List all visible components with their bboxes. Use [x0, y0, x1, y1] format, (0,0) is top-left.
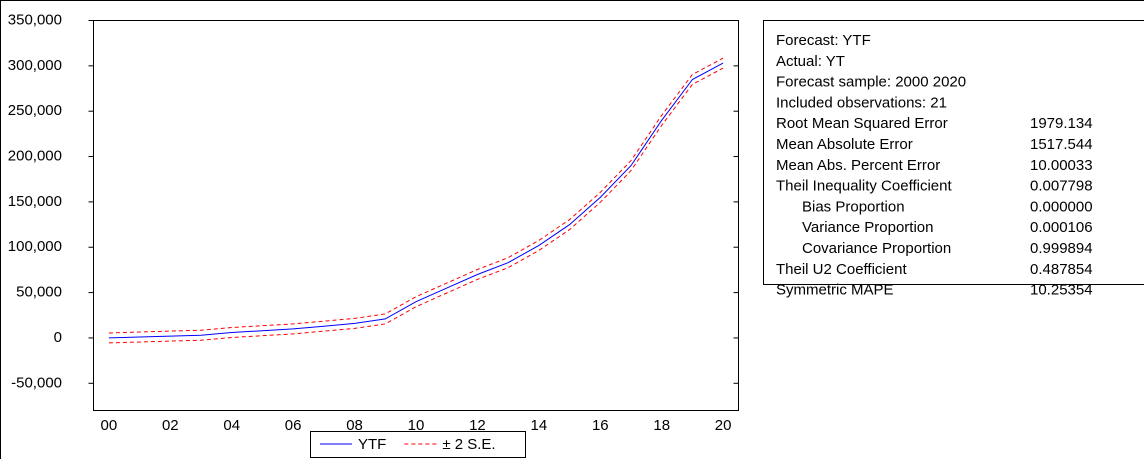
- stats-label: Symmetric MAPE: [776, 282, 894, 299]
- lower-band: [108, 67, 724, 344]
- y-tick-label: 300,000: [8, 57, 62, 74]
- x-tick-label: 18: [653, 417, 670, 434]
- stats-line: Forecast: YTF: [776, 32, 871, 49]
- forecast-line: [108, 62, 724, 339]
- x-tick-label: 08: [346, 417, 363, 434]
- x-tick-label: 16: [592, 417, 609, 434]
- y-tick-label: -50,000: [11, 374, 62, 391]
- x-tick-label: 02: [162, 417, 179, 434]
- stats-label: Mean Absolute Error: [776, 136, 913, 153]
- stats-line: Actual: YT: [776, 53, 845, 70]
- y-tick-label: 250,000: [8, 102, 62, 119]
- stats-label: Bias Proportion: [802, 198, 905, 215]
- x-tick-label: 04: [223, 417, 240, 434]
- stats-value: 0.487854: [1030, 261, 1093, 278]
- y-tick-label: 50,000: [16, 284, 62, 301]
- x-tick-label: 20: [715, 417, 732, 434]
- x-tick-label: 14: [531, 417, 548, 434]
- stats-value: 10.00033: [1030, 157, 1093, 174]
- y-tick-label: 0: [54, 329, 62, 346]
- stats-label: Mean Abs. Percent Error: [776, 157, 940, 174]
- stats-line: Forecast sample: 2000 2020: [776, 74, 966, 91]
- stats-value: 1979.134: [1030, 115, 1093, 132]
- stats-label: Covariance Proportion: [802, 240, 951, 257]
- stats-value: 0.000106: [1030, 219, 1093, 236]
- y-tick-label: 350,000: [8, 11, 62, 28]
- x-tick-label: 10: [408, 417, 425, 434]
- stats-label: Theil Inequality Coefficient: [776, 178, 952, 195]
- legend-label: ± 2 S.E.: [442, 436, 495, 453]
- stats-label: Root Mean Squared Error: [776, 115, 948, 132]
- stats-value: 0.999894: [1030, 240, 1093, 257]
- stats-line: Included observations: 21: [776, 94, 947, 111]
- stats-label: Theil U2 Coefficient: [776, 261, 907, 278]
- y-tick-label: 150,000: [8, 193, 62, 210]
- legend-label: YTF: [358, 436, 386, 453]
- upper-band: [108, 57, 724, 334]
- x-tick-label: 00: [101, 417, 118, 434]
- plot-frame: [93, 20, 739, 411]
- stats-value: 0.007798: [1030, 178, 1093, 195]
- y-tick-label: 200,000: [8, 148, 62, 165]
- x-tick-label: 06: [285, 417, 302, 434]
- stats-box: [763, 20, 1144, 285]
- stats-label: Variance Proportion: [802, 219, 933, 236]
- stats-value: 10.25354: [1030, 282, 1093, 299]
- x-tick-label: 12: [469, 417, 486, 434]
- stats-value: 0.000000: [1030, 198, 1093, 215]
- stats-value: 1517.544: [1030, 136, 1093, 153]
- y-tick-label: 100,000: [8, 238, 62, 255]
